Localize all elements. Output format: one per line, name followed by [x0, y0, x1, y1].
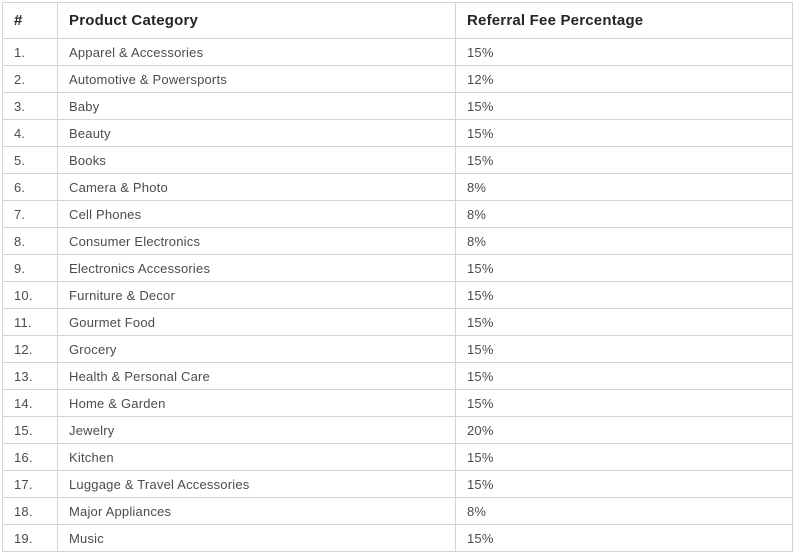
row-index-cell: 19.: [2, 524, 58, 552]
table-row: 18. Major Appliances 8%: [2, 497, 793, 525]
row-fee-cell: 15%: [455, 38, 793, 66]
row-category-cell: Luggage & Travel Accessories: [57, 470, 456, 498]
table-row: 2. Automotive & Powersports 12%: [2, 65, 793, 93]
row-category-cell: Jewelry: [57, 416, 456, 444]
row-category-cell: Consumer Electronics: [57, 227, 456, 255]
header-cell-category: Product Category: [57, 2, 456, 39]
table-header: # Product Category Referral Fee Percenta…: [2, 2, 793, 39]
table-row: 11. Gourmet Food 15%: [2, 308, 793, 336]
row-category-cell: Automotive & Powersports: [57, 65, 456, 93]
table-row: 9. Electronics Accessories 15%: [2, 254, 793, 282]
row-index-cell: 8.: [2, 227, 58, 255]
row-fee-cell: 15%: [455, 308, 793, 336]
row-category-cell: Books: [57, 146, 456, 174]
referral-fee-table: # Product Category Referral Fee Percenta…: [2, 2, 793, 552]
table-body: 1. Apparel & Accessories 15% 2. Automoti…: [2, 38, 793, 552]
row-fee-cell: 15%: [455, 470, 793, 498]
referral-fee-table-container: # Product Category Referral Fee Percenta…: [2, 2, 793, 552]
row-fee-cell: 15%: [455, 92, 793, 120]
row-index-cell: 9.: [2, 254, 58, 282]
table-row: 6. Camera & Photo 8%: [2, 173, 793, 201]
row-fee-cell: 8%: [455, 497, 793, 525]
row-category-cell: Music: [57, 524, 456, 552]
row-category-cell: Baby: [57, 92, 456, 120]
row-fee-cell: 8%: [455, 227, 793, 255]
row-index-cell: 7.: [2, 200, 58, 228]
row-category-cell: Home & Garden: [57, 389, 456, 417]
table-row: 7. Cell Phones 8%: [2, 200, 793, 228]
row-index-cell: 12.: [2, 335, 58, 363]
row-category-cell: Kitchen: [57, 443, 456, 471]
row-index-cell: 16.: [2, 443, 58, 471]
row-fee-cell: 15%: [455, 119, 793, 147]
row-fee-cell: 15%: [455, 281, 793, 309]
row-index-cell: 5.: [2, 146, 58, 174]
row-fee-cell: 15%: [455, 389, 793, 417]
row-category-cell: Grocery: [57, 335, 456, 363]
row-category-cell: Camera & Photo: [57, 173, 456, 201]
row-index-cell: 11.: [2, 308, 58, 336]
row-category-cell: Apparel & Accessories: [57, 38, 456, 66]
row-index-cell: 10.: [2, 281, 58, 309]
row-index-cell: 13.: [2, 362, 58, 390]
row-fee-cell: 15%: [455, 146, 793, 174]
table-row: 16. Kitchen 15%: [2, 443, 793, 471]
row-fee-cell: 8%: [455, 200, 793, 228]
row-fee-cell: 20%: [455, 416, 793, 444]
table-row: 17. Luggage & Travel Accessories 15%: [2, 470, 793, 498]
row-index-cell: 18.: [2, 497, 58, 525]
row-fee-cell: 15%: [455, 362, 793, 390]
table-row: 14. Home & Garden 15%: [2, 389, 793, 417]
row-category-cell: Gourmet Food: [57, 308, 456, 336]
row-index-cell: 17.: [2, 470, 58, 498]
table-row: 4. Beauty 15%: [2, 119, 793, 147]
table-row: 19. Music 15%: [2, 524, 793, 552]
row-category-cell: Beauty: [57, 119, 456, 147]
header-row: # Product Category Referral Fee Percenta…: [2, 2, 793, 39]
row-fee-cell: 15%: [455, 254, 793, 282]
table-row: 1. Apparel & Accessories 15%: [2, 38, 793, 66]
table-row: 15. Jewelry 20%: [2, 416, 793, 444]
row-index-cell: 6.: [2, 173, 58, 201]
row-index-cell: 14.: [2, 389, 58, 417]
row-category-cell: Cell Phones: [57, 200, 456, 228]
table-row: 5. Books 15%: [2, 146, 793, 174]
row-fee-cell: 12%: [455, 65, 793, 93]
table-row: 10. Furniture & Decor 15%: [2, 281, 793, 309]
table-row: 12. Grocery 15%: [2, 335, 793, 363]
row-category-cell: Furniture & Decor: [57, 281, 456, 309]
row-fee-cell: 15%: [455, 524, 793, 552]
row-category-cell: Electronics Accessories: [57, 254, 456, 282]
table-row: 8. Consumer Electronics 8%: [2, 227, 793, 255]
row-index-cell: 1.: [2, 38, 58, 66]
row-category-cell: Health & Personal Care: [57, 362, 456, 390]
row-index-cell: 15.: [2, 416, 58, 444]
row-index-cell: 2.: [2, 65, 58, 93]
table-row: 3. Baby 15%: [2, 92, 793, 120]
row-fee-cell: 8%: [455, 173, 793, 201]
header-cell-fee: Referral Fee Percentage: [455, 2, 793, 39]
row-fee-cell: 15%: [455, 443, 793, 471]
row-index-cell: 3.: [2, 92, 58, 120]
row-category-cell: Major Appliances: [57, 497, 456, 525]
header-cell-index: #: [2, 2, 58, 39]
row-index-cell: 4.: [2, 119, 58, 147]
row-fee-cell: 15%: [455, 335, 793, 363]
table-row: 13. Health & Personal Care 15%: [2, 362, 793, 390]
